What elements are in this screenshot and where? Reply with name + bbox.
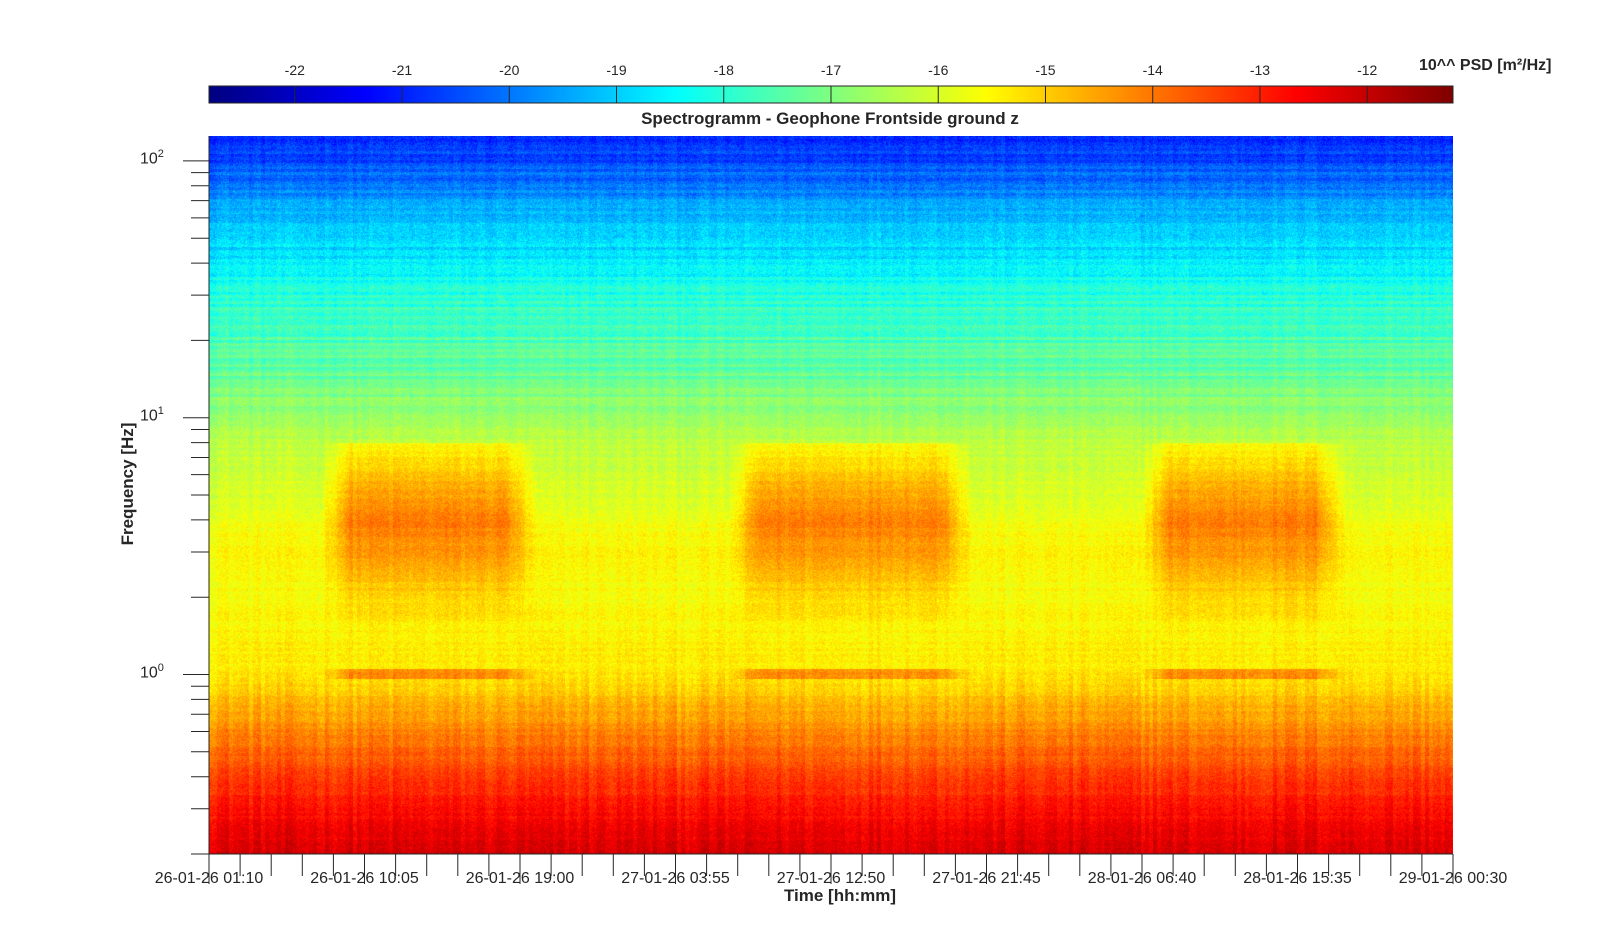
x-tick-label: 29-01-26 00:30 xyxy=(1398,870,1508,887)
colorbar-tick-label: -12 xyxy=(1357,62,1378,78)
colorbar-tick-label: -16 xyxy=(928,62,949,78)
colorbar-tick-label: -17 xyxy=(820,62,842,78)
y-axis-label: Frequency [Hz] xyxy=(118,422,137,546)
x-tick-label: 26-01-26 10:05 xyxy=(310,870,419,887)
x-axis-label-text: Time [hh:mm] xyxy=(783,886,897,905)
colorbar-tick-label: -20 xyxy=(499,62,520,78)
colorbar-tick-label: -22 xyxy=(284,62,305,78)
x-tick-label: 28-01-26 15:35 xyxy=(1243,870,1352,887)
y-tick-label: 100 xyxy=(140,662,164,682)
x-axis-label: Time [hh:mm] xyxy=(0,886,1600,906)
colorbar-tick-label: -21 xyxy=(391,62,413,78)
x-tick-label: 28-01-26 06:40 xyxy=(1087,870,1197,887)
x-tick-label: 26-01-26 01:10 xyxy=(154,870,264,887)
y-tick-exponent: 0 xyxy=(157,661,164,674)
chart-title: Spectrogramm - Geophone Frontside ground… xyxy=(0,109,1600,129)
y-tick-base: 10 xyxy=(140,150,158,168)
colorbar-tick-label: -13 xyxy=(1249,62,1271,78)
y-tick-label: 101 xyxy=(140,405,164,425)
colorbar-tick-label: -18 xyxy=(713,62,734,78)
y-tick-exponent: 1 xyxy=(157,404,164,417)
colorbar-tick-label: -14 xyxy=(1142,62,1163,78)
colorbar-tick-label: -19 xyxy=(606,62,627,78)
x-tick-label: 26-01-26 19:00 xyxy=(465,870,575,887)
colorbar-label: 10^^ PSD [m²/Hz] xyxy=(1419,57,1552,74)
x-tick-label: 27-01-26 21:45 xyxy=(932,870,1041,887)
colorbar-tick-label: -15 xyxy=(1035,62,1056,78)
spectrogram-heatmap xyxy=(209,136,1453,854)
y-tick-exponent: 2 xyxy=(157,147,164,160)
x-tick-label: 27-01-26 12:50 xyxy=(776,870,886,887)
x-tick-label: 27-01-26 03:55 xyxy=(621,870,730,887)
y-tick-label: 102 xyxy=(140,148,164,168)
y-tick-base: 10 xyxy=(140,663,158,681)
chart-title-text: Spectrogramm - Geophone Frontside ground… xyxy=(641,109,1019,128)
y-tick-base: 10 xyxy=(140,407,158,425)
